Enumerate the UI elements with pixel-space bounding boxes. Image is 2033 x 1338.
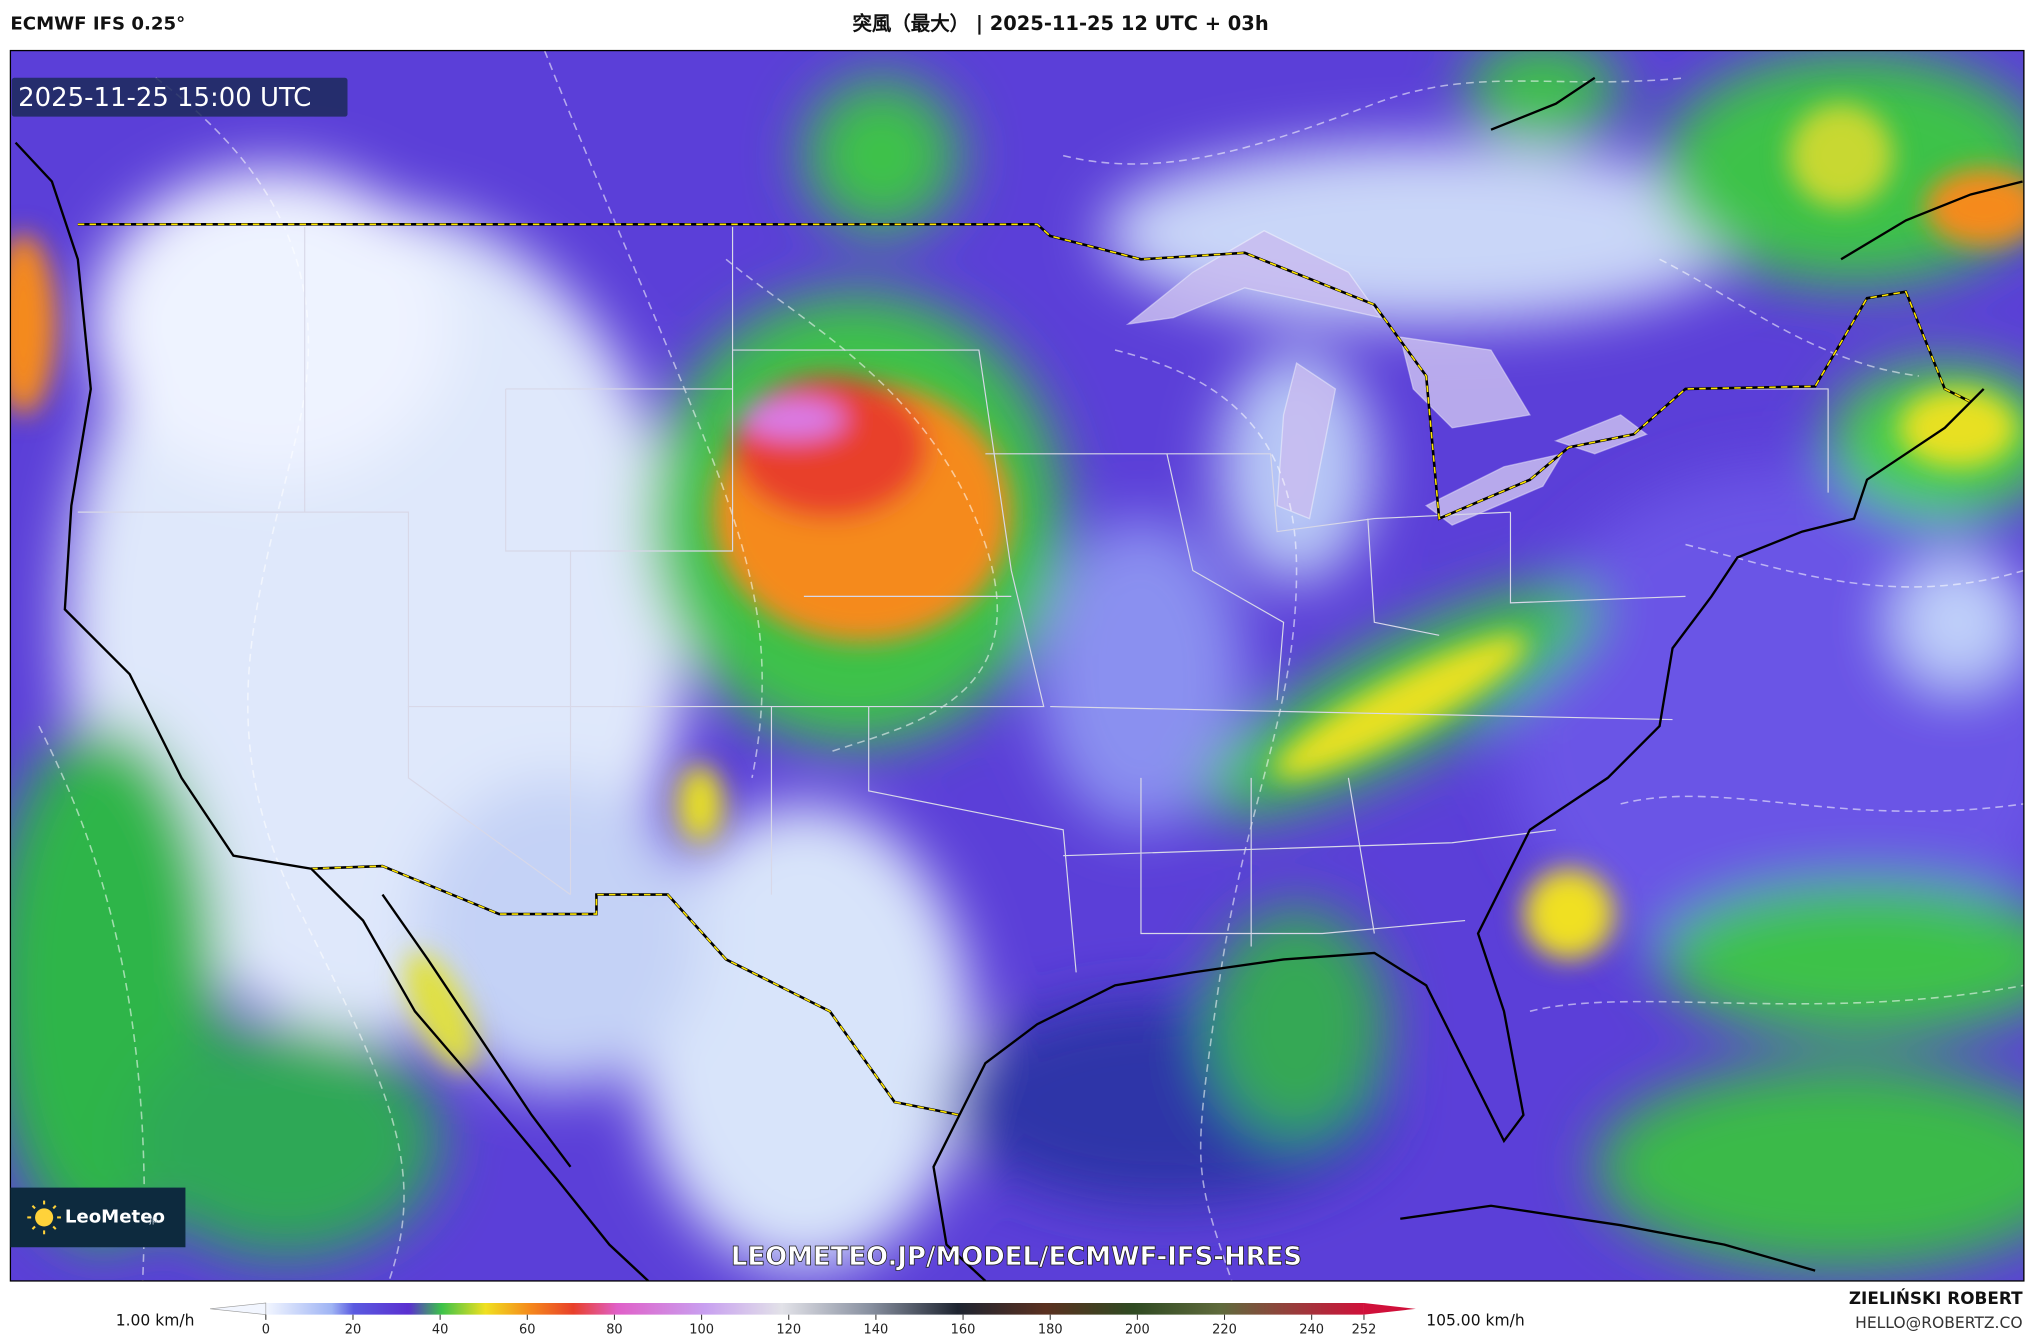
colorbar-tick-label: 100 [689, 1323, 714, 1338]
model-url: LEOMETEO.JP/MODEL/ECMWF-IFS-HRES [731, 1242, 1302, 1272]
colorbar-tick-label: 252 [1352, 1323, 1377, 1338]
timestamp: 2025-11-25 15:00 UTC [18, 83, 311, 113]
timestamp-box [11, 77, 348, 117]
map-title: 突風（最大） | 2025-11-25 12 UTC + 03h [852, 12, 1268, 35]
colorbar-bar [265, 1302, 1364, 1315]
colorbar-tick-label: 0 [262, 1323, 270, 1338]
great-lakes [1125, 230, 1648, 526]
colorbar-tick-label: 160 [951, 1323, 976, 1338]
colorbar-tick-label: 200 [1125, 1323, 1150, 1338]
colorbar-max-label: 105.00 km/h [1426, 1312, 1525, 1330]
colorbar-tick-label: 80 [606, 1323, 622, 1338]
colorbar-tick-label: 220 [1212, 1323, 1237, 1338]
colorbar-tick-label: 60 [519, 1323, 535, 1338]
colorbar-tick-label: 20 [345, 1323, 361, 1338]
colorbar-low-extension [210, 1302, 267, 1316]
colorbar-min-label: 1.00 km/h [116, 1312, 195, 1330]
colorbar-tick-label: 180 [1038, 1323, 1063, 1338]
map-frame [9, 49, 2025, 1282]
state-borders [77, 226, 1829, 973]
colorbar-tick-label: 40 [432, 1323, 448, 1338]
colorbar [210, 1302, 1416, 1316]
wind-field [10, 50, 2024, 1281]
logo-name: LeoMeteo [65, 1206, 165, 1227]
colorbar-tick-label: 140 [864, 1323, 889, 1338]
colorbar-tick-label: 120 [776, 1323, 801, 1338]
author: ZIELIŃSKI ROBERT [1849, 1287, 2023, 1308]
model-name: ECMWF IFS 0.25° [10, 14, 185, 35]
colorbar-high-extension [1363, 1302, 1416, 1315]
coastlines [14, 76, 2023, 1281]
colorbar-tick-label: 240 [1299, 1323, 1324, 1338]
national-borders [77, 223, 1972, 1117]
logo-icon [27, 1200, 61, 1235]
email: HELLO@ROBERTZ.CO [1855, 1314, 2022, 1332]
logo-suffix: .jp [147, 1216, 158, 1226]
